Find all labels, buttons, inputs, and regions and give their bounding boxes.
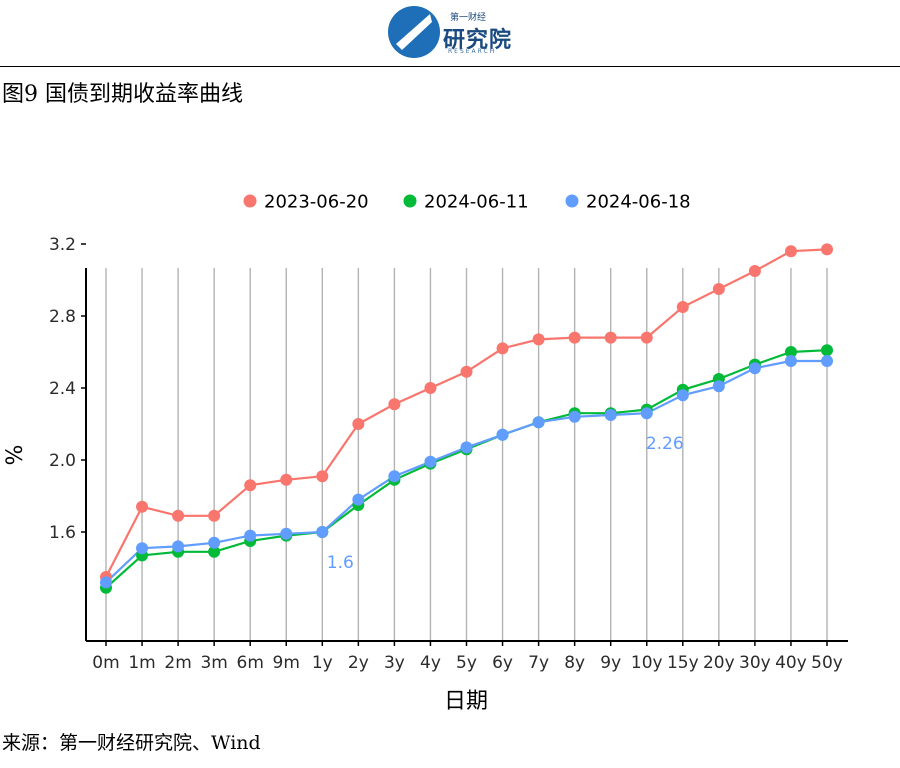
- data-point: [784, 346, 797, 358]
- data-point: [208, 545, 221, 558]
- data-point: [676, 301, 689, 313]
- y-tick-label: 3.2: [49, 235, 76, 255]
- data-point: [100, 576, 112, 589]
- x-tick-label: 0m: [92, 653, 119, 673]
- data-point: [821, 355, 833, 367]
- legend-marker: [403, 194, 417, 208]
- data-point: [748, 362, 761, 375]
- x-tick-label: 20y: [703, 653, 735, 673]
- data-point: [280, 527, 293, 540]
- source-note: 来源：第一财经研究院、Wind: [2, 732, 261, 754]
- data-point: [604, 409, 617, 421]
- data-point: [748, 265, 761, 277]
- data-point: [136, 500, 149, 513]
- x-tick-label: 6y: [492, 653, 513, 673]
- data-point: [712, 380, 725, 393]
- x-tick-label: 8y: [564, 653, 585, 673]
- data-point: [676, 389, 689, 402]
- x-tick-label: 50y: [811, 653, 843, 673]
- data-point: [352, 418, 365, 430]
- axes: 1.6 2.0 2.4 2.8 3.2 0m 1m 2m 3m 6m 9m 1y 2y 3y 4y 5y 6y 7…: [49, 235, 848, 673]
- x-tick-label: 3y: [384, 653, 405, 673]
- y-tick-label: 2.0: [49, 451, 76, 471]
- data-point: [640, 407, 653, 420]
- data-point: [316, 526, 329, 538]
- logo-english: RESEARCH: [448, 48, 497, 55]
- x-tick-label: 40y: [775, 653, 807, 673]
- logo: [388, 6, 440, 58]
- x-tick-label: 5y: [456, 653, 477, 673]
- x-tick-label: 10y: [631, 653, 663, 673]
- data-point: [316, 470, 329, 483]
- x-tick-label: 3m: [200, 653, 227, 673]
- data-point: [568, 410, 581, 423]
- logo-small-text: 第一财经: [450, 13, 487, 23]
- data-label: 2.26: [646, 434, 684, 454]
- x-axis-label: 日期: [444, 689, 488, 714]
- x-tick-label: 9m: [273, 653, 300, 673]
- data-point: [388, 470, 401, 483]
- logo-stripe-icon: [396, 14, 432, 50]
- data-point: [208, 509, 221, 522]
- x-tick-label: 15y: [667, 653, 699, 673]
- y-tick-label: 2.4: [49, 379, 76, 399]
- data-point: [532, 416, 545, 429]
- legend: 2023-06-20 2024-06-11 2024-06-18: [243, 192, 691, 213]
- data-point: [821, 243, 833, 256]
- legend-label: 2024-06-18: [586, 192, 691, 213]
- yield-curve-chart: 2023-06-20 2024-06-11 2024-06-18 1.6 2.0 2.4…: [3, 192, 848, 714]
- logo-name: 研究院: [443, 28, 513, 53]
- x-tick-label: 7y: [528, 653, 549, 673]
- x-tick-label: 1m: [128, 653, 155, 673]
- data-point: [172, 540, 185, 553]
- x-tick-label: 6m: [237, 653, 264, 673]
- data-point: [604, 331, 617, 344]
- figure-title: 图9 国债到期收益率曲线: [2, 82, 243, 107]
- data-point: [424, 455, 437, 468]
- data-label: 1.6: [327, 553, 354, 573]
- data-point: [784, 245, 797, 258]
- x-tick-label: 2m: [164, 653, 191, 673]
- data-point: [821, 344, 833, 357]
- data-point: [568, 331, 581, 344]
- data-point: [172, 509, 185, 522]
- header-divider: [0, 66, 900, 67]
- y-axis-label: %: [3, 445, 28, 466]
- data-point: [460, 365, 473, 378]
- x-tick-label: 2y: [348, 653, 369, 673]
- legend-label: 2023-06-20: [264, 192, 369, 213]
- series-layer: [100, 243, 833, 594]
- x-tick-label: 9y: [600, 653, 621, 673]
- data-point: [496, 342, 509, 355]
- y-tick-label: 2.8: [49, 307, 76, 327]
- data-point: [712, 283, 725, 295]
- annotations: 1.6 2.26: [327, 434, 684, 573]
- x-tick-label: 30y: [739, 653, 771, 673]
- data-point: [352, 493, 365, 506]
- y-tick-label: 1.6: [49, 523, 76, 543]
- data-point: [136, 542, 149, 555]
- data-point: [280, 473, 293, 486]
- data-point: [388, 398, 401, 411]
- legend-marker: [243, 194, 257, 208]
- data-point: [244, 529, 257, 542]
- x-tick-label: 4y: [420, 653, 441, 673]
- data-point: [640, 331, 653, 344]
- x-tick-label: 1y: [312, 653, 333, 673]
- data-point: [532, 333, 545, 346]
- legend-label: 2024-06-11: [424, 192, 529, 213]
- data-point: [244, 479, 257, 492]
- data-point: [784, 355, 797, 367]
- legend-marker: [565, 194, 579, 208]
- grid-lines: [105, 268, 828, 641]
- data-point: [424, 382, 437, 394]
- data-point: [496, 428, 509, 441]
- data-point: [208, 536, 221, 549]
- data-point: [460, 441, 473, 454]
